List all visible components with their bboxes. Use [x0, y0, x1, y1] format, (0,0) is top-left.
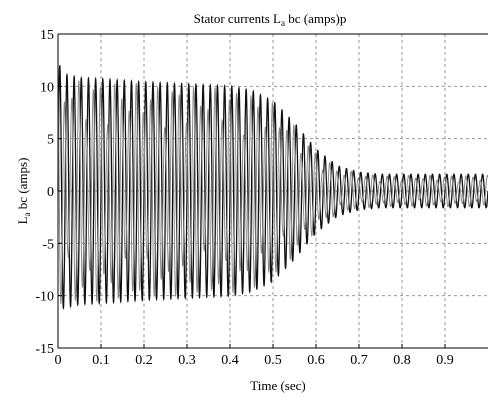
series-layer [57, 65, 488, 311]
x-tick-label: 0.9 [436, 353, 454, 368]
x-tick-label: 0.2 [135, 353, 153, 368]
y-tick-label: -15 [35, 342, 54, 357]
y-tick-label: 5 [47, 133, 54, 148]
y-tick-label: 10 [40, 80, 54, 95]
x-ticks: 0 0.1 0.2 0.3 0.4 0.5 0.6 0.7 0.8 0.9 [55, 344, 454, 368]
y-axis-label: La bc (amps) [15, 158, 32, 225]
y-tick-label: 15 [40, 28, 54, 43]
x-tick-label: 0.8 [393, 353, 411, 368]
series-line-1 [57, 65, 488, 311]
series-line-2 [57, 80, 488, 305]
x-tick-label: 0.3 [178, 353, 196, 368]
x-tick-label: 0.7 [350, 353, 368, 368]
y-tick-label: -5 [42, 237, 54, 252]
x-tick-label: 0.5 [264, 353, 282, 368]
x-tick-label: 0.1 [92, 353, 110, 368]
x-tick-label: 0.4 [221, 353, 239, 368]
x-tick-label: 0.6 [307, 353, 325, 368]
x-axis-label: Time (sec) [250, 378, 306, 393]
y-tick-label: -10 [35, 290, 54, 305]
chart-title: Stator currents La bc (amps)p [194, 11, 347, 28]
y-ticks: -15 -10 -5 0 5 10 15 [35, 28, 62, 357]
x-tick-label: 0 [55, 353, 62, 368]
y-tick-label: 0 [47, 185, 54, 200]
